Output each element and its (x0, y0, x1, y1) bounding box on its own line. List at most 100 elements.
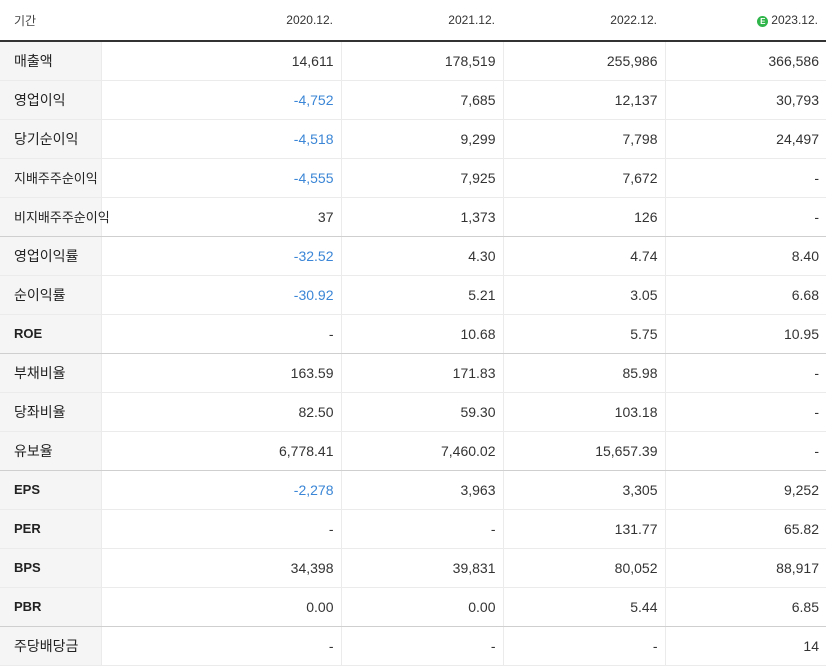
period-header-2022: 2022.12. (503, 0, 665, 42)
table-row: 순이익률 -30.92 5.21 3.05 6.68 (0, 275, 826, 315)
cell-value: - (100, 626, 341, 666)
cell-value: -32.52 (100, 236, 341, 276)
period-header-label: 기간 (0, 0, 101, 42)
cell-value: 30,793 (664, 80, 826, 120)
cell-value: 1,373 (340, 197, 503, 237)
period-header-2023: E 2023.12. (665, 0, 826, 42)
cell-value: 80,052 (502, 548, 665, 588)
cell-value: 178,519 (340, 41, 503, 81)
cell-value: 65.82 (664, 509, 826, 549)
cell-value: - (664, 431, 826, 471)
cell-value: -30.92 (100, 275, 341, 315)
cell-value: 37 (100, 197, 341, 237)
row-label: ROE (0, 314, 101, 354)
table-row: 영업이익 -4,752 7,685 12,137 30,793 (0, 80, 826, 120)
cell-value: - (664, 158, 826, 198)
table-row: 부채비율 163.59 171.83 85.98- (0, 353, 826, 393)
cell-value: 0.00 (100, 587, 341, 627)
cell-value: 82.50 (100, 392, 341, 432)
cell-value: 14 (664, 626, 826, 666)
cell-value: 366,586 (664, 41, 826, 81)
row-label: 매출액 (0, 41, 101, 81)
cell-value: 9,252 (664, 470, 826, 510)
cell-value: 103.18 (502, 392, 665, 432)
cell-value: 10.95 (664, 314, 826, 354)
cell-value: 85.98 (502, 353, 665, 393)
table-row: 매출액 14,611 178,519 255,986 366,586 (0, 41, 826, 81)
cell-value: 34,398 (100, 548, 341, 588)
row-label: 유보율 (0, 431, 101, 471)
cell-value: 14,611 (100, 41, 341, 81)
row-label: EPS (0, 470, 101, 510)
row-label: 지배주주순이익 (0, 158, 101, 198)
row-label: 순이익률 (0, 275, 101, 315)
cell-value: - (340, 509, 503, 549)
cell-value: 6.85 (664, 587, 826, 627)
cell-value: 5.44 (502, 587, 665, 627)
cell-value: 7,925 (340, 158, 503, 198)
cell-value: 6.68 (664, 275, 826, 315)
row-label: PER (0, 509, 101, 549)
cell-value: 8.40 (664, 236, 826, 276)
table-row: 주당배당금 - - -14 (0, 626, 826, 666)
cell-value: 0.00 (340, 587, 503, 627)
cell-value: - (664, 353, 826, 393)
cell-value: 5.21 (340, 275, 503, 315)
cell-value: -2,278 (100, 470, 341, 510)
cell-value: 59.30 (340, 392, 503, 432)
cell-value: 131.77 (502, 509, 665, 549)
cell-value: 255,986 (502, 41, 665, 81)
cell-value: 15,657.39 (502, 431, 665, 471)
table-row: BPS 34,398 39,831 80,052 88,917 (0, 548, 826, 588)
row-label: 비지배주주순이익 (0, 197, 110, 237)
row-label: 당좌비율 (0, 392, 101, 432)
cell-value: - (340, 626, 503, 666)
table-row: PBR 0.00 0.00 5.44 6.85 (0, 587, 826, 627)
period-header-2020: 2020.12. (101, 0, 341, 42)
cell-value: 171.83 (340, 353, 503, 393)
table-row: 비지배주주순이익 37 1,373 126- (0, 197, 826, 237)
period-header-2021: 2021.12. (341, 0, 503, 42)
cell-value: -4,752 (100, 80, 341, 120)
table-row: 유보율 6,778.41 7,460.02 15,657.39- (0, 431, 826, 471)
table-row: 당좌비율 82.50 59.30 103.18- (0, 392, 826, 432)
cell-value: 3.05 (502, 275, 665, 315)
cell-value: - (502, 626, 665, 666)
estimate-icon: E (757, 16, 769, 27)
cell-value: 7,672 (502, 158, 665, 198)
table-row: PER - -131.77 65.82 (0, 509, 826, 549)
cell-value: 9,299 (340, 119, 503, 159)
row-label: 당기순이익 (0, 119, 101, 159)
cell-value: 10.68 (340, 314, 503, 354)
cell-value: 12,137 (502, 80, 665, 120)
table-row: ROE -10.68 5.75 10.95 (0, 314, 826, 354)
row-label: 주당배당금 (0, 626, 101, 666)
period-header-2023-label: 2023.12. (771, 13, 818, 27)
row-label: 영업이익 (0, 80, 101, 120)
cell-value: - (100, 314, 341, 354)
cell-value: 163.59 (100, 353, 341, 393)
cell-value: 4.30 (340, 236, 503, 276)
cell-value: 6,778.41 (100, 431, 341, 471)
table-row: 지배주주순이익 -4,555 7,925 7,672- (0, 158, 826, 198)
cell-value: - (100, 509, 341, 549)
table-row: EPS -2,278 3,963 3,305 9,252 (0, 470, 826, 510)
cell-value: 3,305 (502, 470, 665, 510)
cell-value: - (664, 197, 826, 237)
table-header-row: 기간 2020.12. 2021.12. 2022.12. E 2023.12. (0, 0, 826, 42)
cell-value: - (664, 392, 826, 432)
cell-value: 5.75 (502, 314, 665, 354)
row-label: PBR (0, 587, 101, 627)
cell-value: -4,555 (100, 158, 341, 198)
cell-value: 7,460.02 (340, 431, 503, 471)
cell-value: 4.74 (502, 236, 665, 276)
cell-value: -4,518 (100, 119, 341, 159)
cell-value: 24,497 (664, 119, 826, 159)
cell-value: 126 (502, 197, 665, 237)
cell-value: 88,917 (664, 548, 826, 588)
cell-value: 3,963 (340, 470, 503, 510)
cell-value: 39,831 (340, 548, 503, 588)
cell-value: 7,798 (502, 119, 665, 159)
row-label: 영업이익률 (0, 236, 101, 276)
